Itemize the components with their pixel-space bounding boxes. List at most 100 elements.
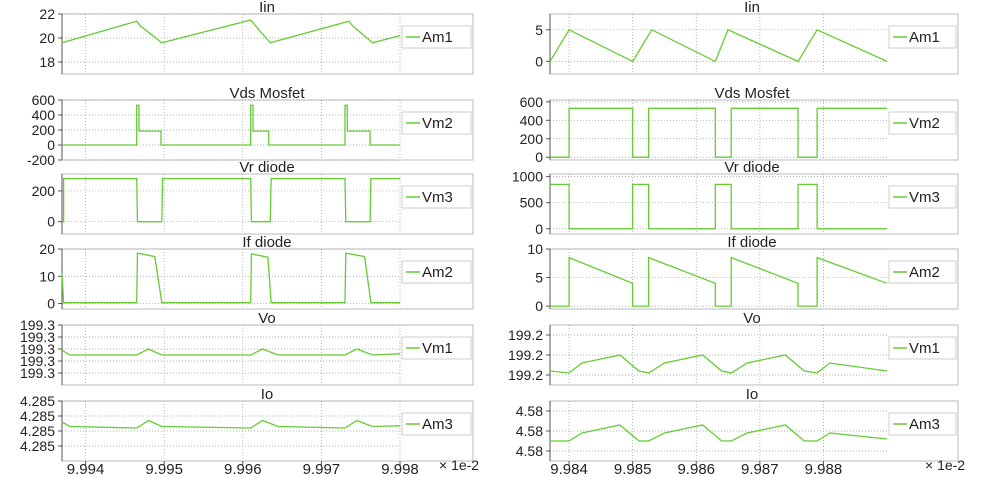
y-tick-label: 4.58	[516, 403, 543, 419]
panel-title: Vds Mosfet	[714, 85, 790, 102]
legend-label: Am3	[422, 416, 453, 433]
y-tick-label: 20	[39, 30, 55, 46]
legend-box	[401, 185, 472, 209]
legend: Vm1	[401, 336, 472, 360]
x-tick-label: 9.984	[550, 461, 588, 477]
y-tick-label: 199.3	[20, 353, 55, 369]
y-tick-label: 200	[32, 183, 56, 199]
series-line-am2	[61, 252, 400, 304]
x-multiplier-right: × 1e-2	[925, 457, 965, 473]
y-tick-label: 0	[47, 214, 55, 230]
y-tick-label: 4.58	[516, 423, 543, 439]
x-tick-label: 9.985	[614, 461, 652, 477]
panel-title: Vds Mosfet	[229, 85, 305, 102]
series-line-am3	[61, 419, 401, 429]
legend-box	[888, 185, 957, 209]
panel-left-1: Iin 18 20 22 Am1	[39, 0, 474, 75]
series-line-vm2	[62, 104, 400, 146]
y-tick-label: 200	[32, 122, 56, 138]
y-tick-label: 4.58	[516, 443, 543, 459]
legend-label: Am2	[422, 264, 453, 281]
y-tick-label: 18	[39, 54, 55, 70]
y-tick-label: 199.2	[508, 327, 543, 343]
y-tick-label: 199.2	[508, 367, 543, 383]
panel-title: Vo	[258, 310, 276, 327]
panel-title: Io	[746, 386, 759, 403]
x-tick-label: 9.998	[381, 461, 419, 477]
legend-label: Vm2	[909, 115, 940, 132]
y-tick-label: 500	[520, 195, 544, 211]
x-tick-label: 9.988	[805, 461, 843, 477]
panel-right-4: If diode 0 5 10 Am2	[527, 234, 959, 314]
y-tick-label: 199.3	[20, 317, 55, 333]
legend-label: Vm3	[422, 189, 453, 206]
y-tick-label: 0	[535, 298, 543, 314]
y-tick-label: 10	[527, 241, 543, 257]
legend-label: Vm1	[909, 340, 940, 357]
y-tick-label: 0	[535, 53, 543, 69]
y-tick-label: 4.285	[20, 393, 55, 409]
series-line-vm3	[62, 177, 400, 223]
series-line-vm1	[61, 348, 401, 356]
panel-title: Iin	[744, 0, 760, 16]
y-tick-label: 1000	[512, 169, 543, 185]
panel-title: Vo	[743, 310, 761, 327]
y-tick-label: 400	[520, 112, 544, 128]
y-tick-label: 22	[39, 6, 55, 22]
x-tick-label: 9.987	[741, 461, 779, 477]
series-line-am3	[550, 424, 888, 442]
panel-title: If diode	[242, 234, 291, 251]
legend-box	[888, 25, 957, 49]
series-line-am1	[549, 28, 888, 63]
y-tick-label: -200	[27, 152, 55, 168]
legend-box	[401, 25, 472, 49]
series-line-am2	[550, 256, 888, 307]
legend-label: Vm1	[422, 340, 453, 357]
legend: Vm1	[888, 336, 957, 360]
legend: Am2	[401, 260, 472, 284]
legend: Am1	[888, 25, 957, 49]
legend-box	[888, 336, 957, 360]
y-tick-label: 0	[47, 137, 55, 153]
x-tick-label: 9.996	[224, 461, 262, 477]
panel-right-5: Vo 199.2 199.2 199.2 Vm1	[508, 310, 959, 386]
legend-label: Vm2	[422, 115, 453, 132]
legend: Vm3	[401, 185, 472, 209]
y-tick-label: 0	[535, 149, 543, 165]
series-line-vm2	[550, 107, 887, 158]
legend-box	[888, 111, 957, 135]
y-tick-label: 4.285	[20, 438, 55, 454]
legend-box	[888, 260, 957, 284]
legend-box	[401, 336, 472, 360]
x-tick-label: 9.995	[145, 461, 183, 477]
y-tick-label: 199.3	[20, 365, 55, 381]
legend-label: Vm3	[909, 189, 940, 206]
y-tick-label: 600	[520, 94, 544, 110]
panel-right-1: Iin 0 5 Am1	[535, 0, 959, 75]
x-tick-label: 9.997	[303, 461, 341, 477]
panel-title: Vr diode	[724, 159, 779, 176]
panel-right-2: Vds Mosfet 0 200 400 600 Vm2	[520, 85, 959, 165]
panel-right-3: Vr diode 0 500 1000 Vm3	[512, 159, 959, 237]
x-tick-label: 9.986	[677, 461, 715, 477]
series-line-vm1	[549, 354, 888, 374]
legend-box	[401, 260, 472, 284]
legend: Am3	[401, 412, 472, 436]
y-tick-label: 20	[39, 241, 55, 257]
series-line-vm3	[550, 183, 887, 230]
legend: Vm3	[888, 185, 957, 209]
y-tick-label: 199.2	[508, 347, 543, 363]
panel-left-4: If diode 0 10 20 Am2	[39, 234, 474, 312]
legend: Vm2	[888, 111, 957, 135]
panel-title: Vr diode	[239, 159, 294, 176]
y-tick-label: 0	[47, 296, 55, 312]
y-tick-label: 4.285	[20, 423, 55, 439]
y-tick-label: 200	[520, 131, 544, 147]
panel-left-3: Vr diode 0 200 Vm3	[32, 159, 474, 235]
y-tick-label: 10	[39, 268, 55, 284]
x-tick-label: 9.994	[67, 461, 105, 477]
